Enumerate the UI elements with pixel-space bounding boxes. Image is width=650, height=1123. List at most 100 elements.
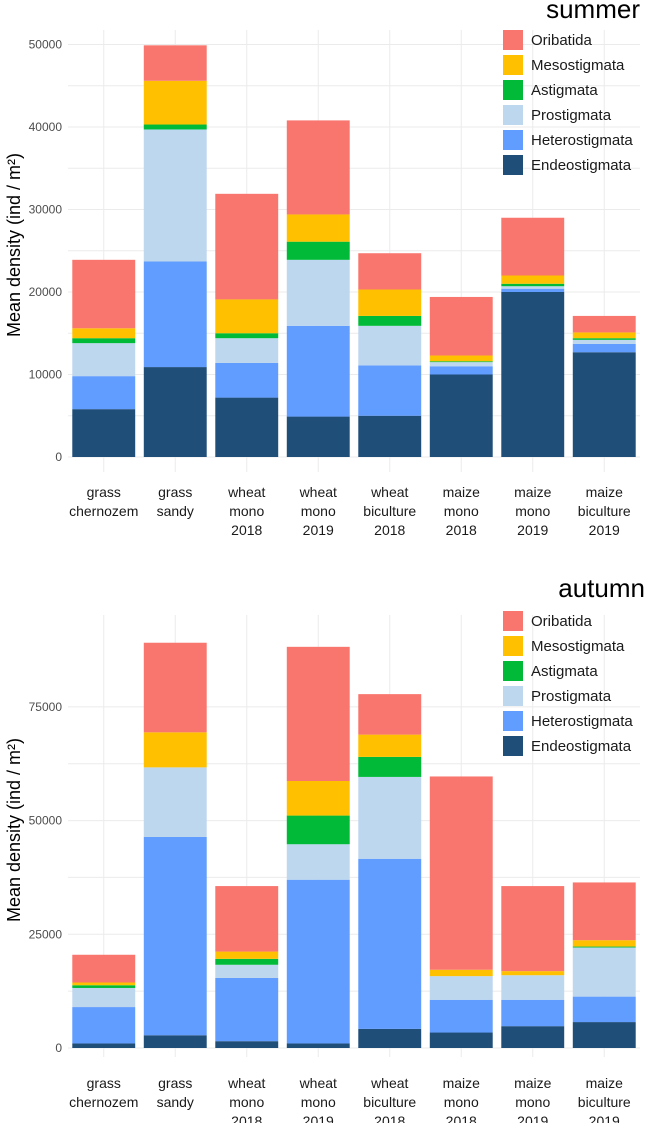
bar-segment-mesostigmata — [501, 971, 565, 976]
bar-segment-oribatida — [501, 886, 565, 972]
y-tick-label: 20000 — [29, 285, 63, 299]
bar-segment-endeostigmata — [215, 1041, 279, 1048]
bar-segment-heterostigmata — [286, 879, 350, 1044]
bar-segment-oribatida — [286, 646, 350, 782]
bar-segment-mesostigmata — [143, 80, 207, 125]
bar-segment-endeostigmata — [286, 416, 350, 457]
bar-segment-astigmata — [429, 361, 493, 363]
x-tick-label: chernozem — [69, 1094, 138, 1110]
bar-segment-prostigmata — [215, 964, 279, 978]
bar-segment-astigmata — [358, 756, 422, 777]
bar-segment-heterostigmata — [72, 1007, 136, 1044]
bar-segment-mesostigmata — [572, 332, 636, 339]
x-tick-label: chernozem — [69, 503, 138, 519]
bar-segment-endeostigmata — [572, 352, 636, 457]
bar-segment-prostigmata — [501, 286, 565, 289]
bar-segment-endeostigmata — [358, 1028, 422, 1048]
bar-segment-oribatida — [358, 253, 422, 290]
bar-segment-endeostigmata — [72, 1043, 136, 1048]
bar-segment-prostigmata — [501, 975, 565, 1000]
y-tick-label: 75000 — [29, 700, 63, 714]
y-tick-label: 0 — [55, 450, 62, 464]
x-tick-label: wheat — [227, 1075, 265, 1091]
bar-segment-mesostigmata — [429, 355, 493, 362]
bar-segment-endeostigmata — [358, 415, 422, 457]
bar-segment-endeostigmata — [429, 1032, 493, 1048]
legend-label: Oribatida — [531, 613, 593, 630]
bars — [72, 45, 636, 457]
bar-segment-astigmata — [215, 958, 279, 965]
chart-title: summer — [546, 0, 640, 24]
legend-swatch — [503, 155, 523, 175]
bar-segment-endeostigmata — [501, 292, 565, 457]
x-tick-label: wheat — [370, 484, 408, 500]
y-axis-label: Mean density (ind / m²) — [4, 738, 24, 922]
chart-autumn: 0 25000 50000 75000 grass chernozem grass sandy… — [4, 573, 645, 1123]
legend-swatch — [503, 686, 523, 706]
legend-swatch — [503, 80, 523, 100]
x-tick-label: wheat — [299, 484, 337, 500]
x-tick-label: mono — [301, 1094, 336, 1110]
legend-label: Astigmata — [531, 663, 598, 680]
bar-segment-prostigmata — [572, 947, 636, 997]
bar-segment-prostigmata — [143, 129, 207, 262]
bar-segment-prostigmata — [72, 987, 136, 1008]
bar-segment-heterostigmata — [358, 858, 422, 1029]
x-tick-label: 2018 — [374, 522, 405, 538]
y-tick-label: 40000 — [29, 120, 63, 134]
legend-label: Oribatida — [531, 32, 593, 49]
bar-segment-heterostigmata — [358, 365, 422, 416]
legend-swatch — [503, 636, 523, 656]
x-tick-label: 2019 — [303, 522, 334, 538]
bar-segment-heterostigmata — [143, 836, 207, 1036]
x-tick-label: 2019 — [589, 522, 620, 538]
bar-segment-oribatida — [143, 642, 207, 733]
x-tick-label: sandy — [157, 1094, 194, 1110]
y-tick-label: 30000 — [29, 203, 63, 217]
bar-segment-mesostigmata — [215, 951, 279, 959]
bar-segment-heterostigmata — [429, 366, 493, 375]
bar-segment-astigmata — [143, 124, 207, 130]
x-tick-label: wheat — [227, 484, 265, 500]
x-tick-label: sandy — [157, 503, 194, 519]
bar-segment-prostigmata — [286, 259, 350, 326]
x-tick-label: 2018 — [446, 522, 477, 538]
bar-segment-astigmata — [572, 338, 636, 340]
y-axis-label: Mean density (ind / m²) — [4, 153, 24, 337]
bar-segment-astigmata — [215, 333, 279, 339]
bar-segment-prostigmata — [572, 339, 636, 344]
bar-segment-astigmata — [286, 815, 350, 845]
bar-segment-prostigmata — [429, 362, 493, 367]
x-tick-label: grass — [87, 1075, 121, 1091]
legend-label: Prostigmata — [531, 688, 612, 705]
bar-segment-prostigmata — [358, 325, 422, 366]
bar-segment-mesostigmata — [286, 781, 350, 816]
bar-segment-endeostigmata — [286, 1043, 350, 1048]
legend-swatch — [503, 105, 523, 125]
bar-segment-oribatida — [215, 193, 279, 300]
bar-segment-oribatida — [286, 120, 350, 215]
bar-segment-endeostigmata — [215, 397, 279, 457]
x-tick-label: 2018 — [446, 1113, 477, 1123]
bar-segment-heterostigmata — [501, 999, 565, 1027]
x-tick-label: grass — [158, 484, 192, 500]
bar-segment-astigmata — [72, 985, 136, 988]
x-tick-label: mono — [301, 503, 336, 519]
y-tick-label: 50000 — [29, 814, 63, 828]
bar-segment-heterostigmata — [215, 362, 279, 398]
x-tick-label: biculture — [578, 1094, 631, 1110]
legend-swatch — [503, 55, 523, 75]
x-tick-label: mono — [515, 503, 550, 519]
bar-segment-heterostigmata — [501, 288, 565, 292]
bar-segment-mesostigmata — [215, 299, 279, 334]
bar-segment-oribatida — [572, 315, 636, 333]
legend-label: Endeostigmata — [531, 738, 632, 755]
x-tick-label: wheat — [299, 1075, 337, 1091]
x-tick-label: 2018 — [231, 522, 262, 538]
bar-segment-heterostigmata — [286, 325, 350, 417]
bar-segment-oribatida — [358, 694, 422, 735]
bar-segment-prostigmata — [429, 976, 493, 1000]
bar-segment-prostigmata — [358, 776, 422, 859]
x-tick-label: 2018 — [231, 1113, 262, 1123]
legend-label: Heterostigmata — [531, 132, 633, 149]
